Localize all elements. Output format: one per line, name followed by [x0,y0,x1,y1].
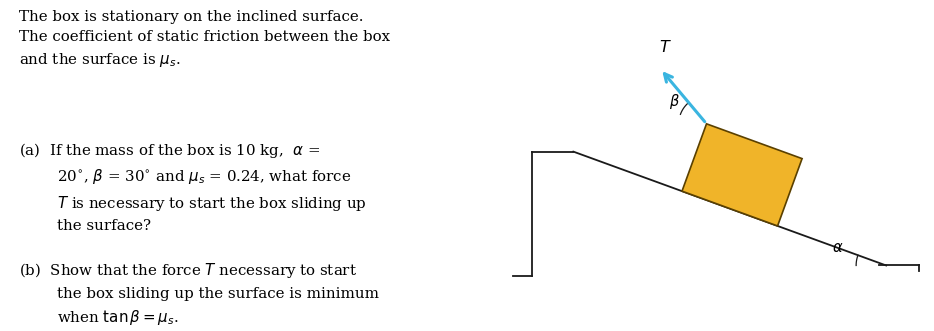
Text: $T$: $T$ [658,39,672,56]
Text: (b)  Show that the force $T$ necessary to start
        the box sliding up the s: (b) Show that the force $T$ necessary to… [19,261,379,327]
Text: The box is stationary on the inclined surface.
The coefficient of static frictio: The box is stationary on the inclined su… [19,10,390,69]
Polygon shape [682,124,802,226]
Text: (a)  If the mass of the box is 10 kg,  $\alpha$ =
        20$^{\circ}$, $\beta$ : (a) If the mass of the box is 10 kg, $\a… [19,141,367,233]
Text: $\beta$: $\beta$ [669,92,680,111]
Text: $\alpha$: $\alpha$ [832,241,843,255]
